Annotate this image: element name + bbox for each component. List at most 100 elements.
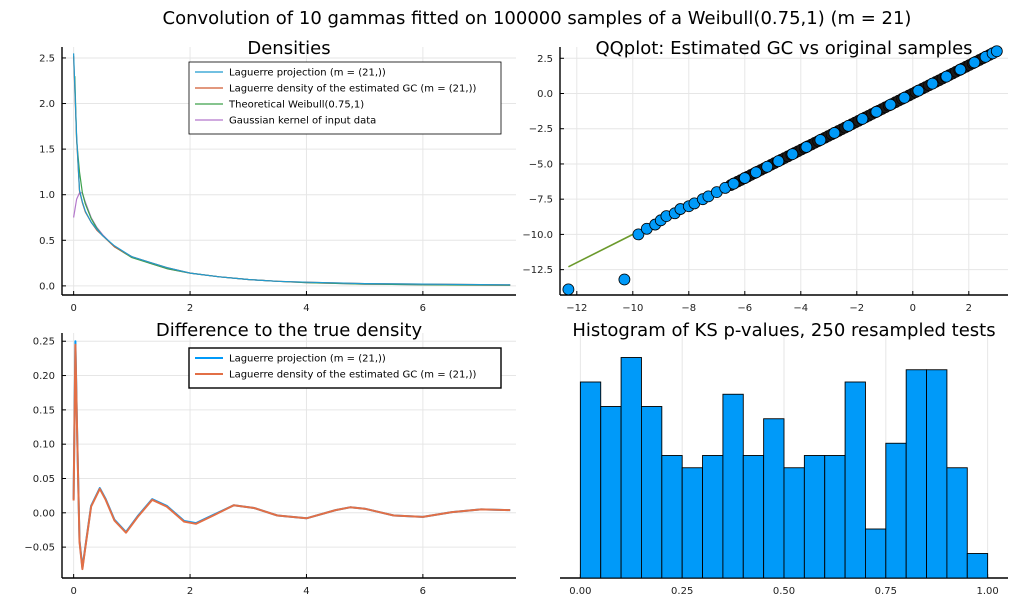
legend-label: Laguerre density of the estimated GC (m … xyxy=(229,84,476,95)
qq-point xyxy=(750,166,762,179)
y-tick-label: 0.20 xyxy=(33,371,55,382)
qq-point xyxy=(772,155,785,168)
x-tick-label: 2 xyxy=(966,303,972,314)
y-tick-label: 0.0 xyxy=(537,89,553,100)
y-tick-label: 0.25 xyxy=(33,337,55,348)
qq-point xyxy=(856,112,869,125)
qqplot-panel: −12 −10 −8 −6 −4 −2 0 2 −12.5 −10.0 −7.5 −5.0 −2.5 0.… xyxy=(522,38,1008,314)
qq-point xyxy=(940,70,953,83)
x-tick-label: −2 xyxy=(849,303,864,314)
y-tick-label: −10.0 xyxy=(522,230,553,241)
histogram-bar xyxy=(783,467,805,579)
y-tick-label: 2.0 xyxy=(39,99,55,110)
x-tick-label: 4 xyxy=(303,586,309,597)
y-tick-label: 0.10 xyxy=(33,440,55,451)
histogram-bar xyxy=(600,406,622,579)
y-tick-label: 1.0 xyxy=(39,190,55,201)
histogram-bar xyxy=(620,357,642,579)
qq-point xyxy=(738,172,751,184)
x-tick-label: 0.00 xyxy=(569,586,591,597)
x-tick-label: 1.00 xyxy=(977,586,999,597)
ks-histogram-panel: 0.00 0.25 0.50 0.75 1.00 Histogram of KS p-va… xyxy=(560,320,1008,597)
x-tick-label: 0.50 xyxy=(773,586,795,597)
histogram-bar xyxy=(966,553,989,579)
histogram-bar xyxy=(722,393,744,579)
qq-point xyxy=(786,148,799,160)
x-tick-label: 6 xyxy=(420,586,426,597)
x-tick-label: 0 xyxy=(70,586,76,597)
y-tick-label: −7.5 xyxy=(529,195,553,206)
histogram-bar xyxy=(742,455,765,579)
y-tick-label: 0.15 xyxy=(33,405,55,416)
legend-box xyxy=(188,347,502,389)
y-tick-label: −2.5 xyxy=(529,124,553,135)
legend-label: Laguerre density of the estimated GC (m … xyxy=(229,370,476,381)
legend-label: Theoretical Weibull(0.75,1) xyxy=(228,100,364,111)
x-tick-label: 0.75 xyxy=(875,586,897,597)
x-tick-label: 0.25 xyxy=(671,586,693,597)
panel-title: Difference to the true density xyxy=(156,320,423,341)
series-line xyxy=(73,192,511,286)
qq-point xyxy=(562,283,575,296)
histogram-bar xyxy=(763,418,785,579)
qq-point xyxy=(990,45,1003,58)
y-tick-label: 0.00 xyxy=(33,508,55,519)
histogram-bar xyxy=(844,381,866,579)
histogram-bar xyxy=(926,369,948,579)
qq-point xyxy=(618,273,631,286)
x-tick-label: −8 xyxy=(681,303,696,314)
qq-point xyxy=(814,134,827,146)
histogram-bar xyxy=(885,442,907,579)
histogram-bar xyxy=(865,528,887,579)
qq-point xyxy=(912,84,925,97)
y-tick-label: 2.5 xyxy=(537,54,553,65)
y-tick-label: 1.5 xyxy=(39,145,55,156)
qq-point xyxy=(870,105,883,118)
figure-title: Convolution of 10 gammas fitted on 10000… xyxy=(163,8,912,29)
histogram-bar xyxy=(579,381,602,579)
y-tick-label: −0.05 xyxy=(24,543,55,554)
legend-label: Laguerre projection (m = (21,)) xyxy=(229,68,386,79)
qq-point xyxy=(727,177,740,190)
x-tick-label: 2 xyxy=(187,303,193,314)
qq-point xyxy=(828,127,841,139)
x-tick-label: 2 xyxy=(187,586,193,597)
histogram-bar xyxy=(824,455,846,579)
qq-point xyxy=(968,56,981,69)
qq-point xyxy=(761,160,774,173)
difference-panel: 0 2 4 6 −0.05 0.00 0.05 0.10 0.15 0.20 0.25 Differe… xyxy=(24,320,516,597)
histogram-bar xyxy=(946,467,968,579)
legend-label: Laguerre projection (m = (21,)) xyxy=(229,354,386,365)
y-tick-label: 2.5 xyxy=(39,53,55,64)
y-tick-label: −5.0 xyxy=(529,159,553,170)
y-tick-label: 0.5 xyxy=(39,236,55,247)
panel-title: Histogram of KS p-values, 250 resampled … xyxy=(572,320,995,341)
qq-point xyxy=(632,228,645,241)
legend-box xyxy=(188,61,502,135)
panel-title: QQplot: Estimated GC vs original samples xyxy=(595,38,972,59)
histogram-bar xyxy=(702,455,724,579)
histogram-bar xyxy=(681,467,703,579)
x-tick-label: −12 xyxy=(566,303,587,314)
x-tick-label: 0 xyxy=(70,303,76,314)
densities-panel: 0 2 4 6 0.0 0.5 1.0 1.5 2.0 2.5 Densities Laguerre … xyxy=(39,38,516,314)
y-tick-label: −12.5 xyxy=(522,265,553,276)
y-tick-label: 0.05 xyxy=(33,474,55,485)
series-line xyxy=(73,53,511,286)
qq-point xyxy=(884,98,897,111)
x-tick-label: −10 xyxy=(622,303,643,314)
qq-point xyxy=(800,141,813,153)
panel-title: Densities xyxy=(247,38,330,59)
histogram-bar xyxy=(803,455,826,579)
x-tick-label: 6 xyxy=(420,303,426,314)
qq-point xyxy=(954,63,967,76)
qq-point xyxy=(926,77,939,90)
x-tick-label: −4 xyxy=(793,303,808,314)
histogram-bar xyxy=(641,406,663,579)
qq-point xyxy=(842,120,855,132)
x-tick-label: 4 xyxy=(303,303,309,314)
qq-point xyxy=(898,91,911,104)
series-line xyxy=(72,343,511,571)
x-tick-label: −6 xyxy=(737,303,752,314)
